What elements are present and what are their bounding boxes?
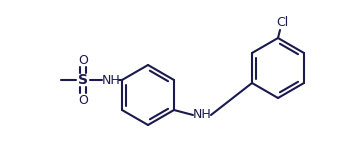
- Text: NH: NH: [193, 109, 211, 122]
- Text: S: S: [78, 73, 88, 87]
- Text: O: O: [78, 93, 88, 107]
- Text: Cl: Cl: [276, 15, 288, 29]
- Text: NH: NH: [102, 73, 120, 86]
- Text: O: O: [78, 54, 88, 66]
